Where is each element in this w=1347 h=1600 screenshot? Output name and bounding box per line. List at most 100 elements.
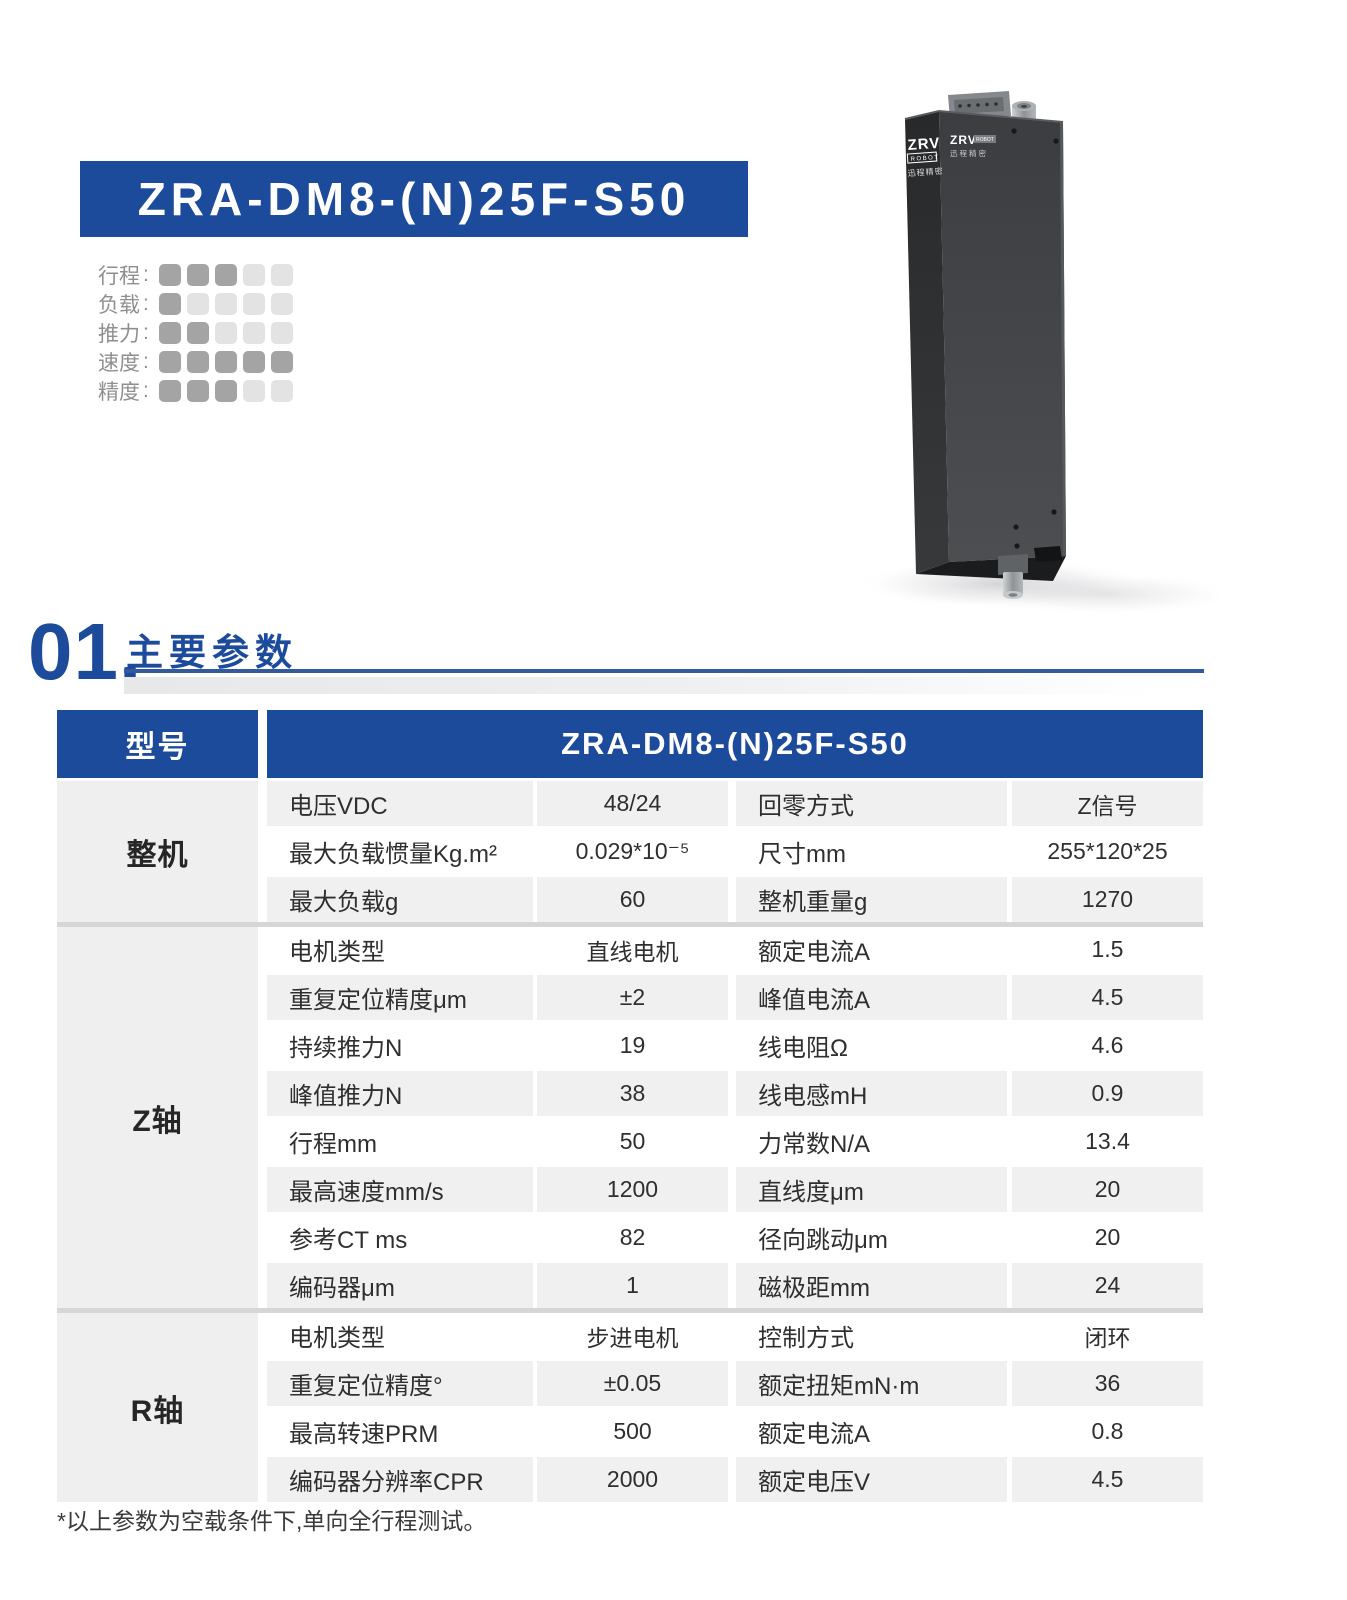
spec-value-cell: 步进电机 xyxy=(537,1313,728,1358)
spec-value-cell: 2000 xyxy=(537,1457,728,1502)
rating-colon: : xyxy=(143,321,149,344)
table-row: 最大负载g 60 整机重量g 1270 xyxy=(267,877,1203,922)
spec-param-cell: 额定扭矩mN·m xyxy=(736,1361,1007,1406)
rating-square-filled xyxy=(158,380,181,402)
section-underline-shadow xyxy=(124,677,1345,694)
footnote: *以上参数为空载条件下,单向全行程测试。 xyxy=(57,1508,487,1534)
rating-square-filled xyxy=(270,351,293,373)
spec-param-cell: 行程mm xyxy=(267,1119,533,1164)
rating-square-empty xyxy=(270,322,293,344)
section-divider xyxy=(57,1308,1203,1313)
table-row: 重复定位精度° ±0.05 额定扭矩mN·m 36 xyxy=(267,1361,1203,1406)
spec-param-cell: 重复定位精度μm xyxy=(267,975,533,1020)
table-section-z-axis: Z轴 电机类型 直线电机 额定电流A 1.5 重复定位精度μm ±2 峰值电流A… xyxy=(57,927,1203,1308)
rating-square-empty xyxy=(186,293,209,315)
product-title: ZRA-DM8-(N)25F-S50 xyxy=(137,173,691,225)
spec-value-cell: ±0.05 xyxy=(537,1361,728,1406)
spec-value-cell: 60 xyxy=(537,877,728,922)
spec-param-cell: 磁极距mm xyxy=(736,1263,1007,1308)
section-divider xyxy=(57,922,1203,927)
table-row: 电机类型 直线电机 额定电流A 1.5 xyxy=(267,927,1203,972)
rating-square-filled xyxy=(158,351,181,373)
spec-group-cell: R轴 xyxy=(57,1313,258,1502)
table-row: 重复定位精度μm ±2 峰值电流A 4.5 xyxy=(267,975,1203,1020)
spec-value-cell: 4.5 xyxy=(1012,1457,1203,1502)
rating-square-filled xyxy=(158,322,181,344)
rating-square-empty xyxy=(242,264,265,286)
screw-icon xyxy=(1051,509,1057,515)
spec-value-cell: 255*120*25 xyxy=(1012,829,1203,874)
table-section-machine: 整机 电压VDC 48/24 回零方式 Z信号 最大负载惯量Kg.m² 0.02… xyxy=(57,781,1203,922)
spec-value-cell: 19 xyxy=(537,1023,728,1068)
spec-value-cell: 500 xyxy=(537,1409,728,1454)
rating-label: 精度 xyxy=(98,381,140,404)
rating-label: 负载 xyxy=(98,294,140,317)
table-row: 最高转速PRM 500 额定电流A 0.8 xyxy=(267,1409,1203,1454)
spec-param-cell: 参考CT ms xyxy=(267,1215,533,1260)
table-row: 最高速度mm/s 1200 直线度μm 20 xyxy=(267,1167,1203,1212)
section-underline xyxy=(124,669,1204,673)
spec-group-cell: 整机 xyxy=(57,781,258,922)
spec-param-cell: 力常数N/A xyxy=(736,1119,1007,1164)
rating-row-thrust: 推力: xyxy=(98,321,299,346)
spec-value-cell: Z信号 xyxy=(1012,781,1203,826)
spec-value-cell: ±2 xyxy=(537,975,728,1020)
spec-value-cell: 4.5 xyxy=(1012,975,1203,1020)
spec-value-cell: 82 xyxy=(537,1215,728,1260)
table-row: 电压VDC 48/24 回零方式 Z信号 xyxy=(267,781,1203,826)
screw-icon xyxy=(1014,543,1020,549)
table-row: 参考CT ms 82 径向跳动μm 20 xyxy=(267,1215,1203,1260)
rating-square-filled xyxy=(158,293,181,315)
rating-square-empty xyxy=(270,293,293,315)
screw-icon xyxy=(1013,524,1019,530)
spec-param-cell: 线电阻Ω xyxy=(736,1023,1007,1068)
spec-param-cell: 额定电压V xyxy=(736,1457,1007,1502)
rating-square-empty xyxy=(214,293,237,315)
rating-square-filled xyxy=(186,264,209,286)
spec-table: 型号 ZRA-DM8-(N)25F-S50 整机 电压VDC 48/24 回零方… xyxy=(57,710,1203,1502)
device-front-face xyxy=(939,111,1066,562)
spec-param-cell: 电机类型 xyxy=(267,1313,533,1358)
spec-value-cell: 20 xyxy=(1012,1215,1203,1260)
rating-square-filled xyxy=(158,264,181,286)
table-row: 编码器μm 1 磁极距mm 24 xyxy=(267,1263,1203,1308)
rating-square-filled xyxy=(214,380,237,402)
spec-param-cell: 电机类型 xyxy=(267,927,533,972)
device-bottom-face xyxy=(916,556,1066,581)
rating-square-empty xyxy=(270,380,293,402)
rating-squares xyxy=(158,322,299,344)
brand-subtext: ROBOT xyxy=(910,155,939,163)
spec-param-cell: 回零方式 xyxy=(736,781,1007,826)
rating-row-stroke: 行程: xyxy=(98,263,299,288)
rating-square-filled xyxy=(214,264,237,286)
rating-squares xyxy=(158,264,299,286)
spec-param-cell: 最高转速PRM xyxy=(267,1409,533,1454)
bottom-connector-icon xyxy=(998,546,1062,599)
table-header-row: 型号 ZRA-DM8-(N)25F-S50 xyxy=(57,710,1203,778)
spec-group-cell: Z轴 xyxy=(57,927,258,1308)
spec-value-cell: 48/24 xyxy=(537,781,728,826)
rating-squares xyxy=(158,380,299,402)
rating-panel: 行程: 负载: 推力: 速度: 精度: xyxy=(98,263,299,409)
rating-square-filled xyxy=(186,322,209,344)
rating-squares xyxy=(158,351,299,373)
rating-colon: : xyxy=(143,292,149,315)
spec-param-cell: 径向跳动μm xyxy=(736,1215,1007,1260)
device-shadow xyxy=(978,572,1220,616)
spec-value-cell: 24 xyxy=(1012,1263,1203,1308)
rating-label: 速度 xyxy=(98,352,140,375)
spec-param-cell: 编码器分辨率CPR xyxy=(267,1457,533,1502)
product-title-banner: ZRA-DM8-(N)25F-S50 xyxy=(80,161,748,237)
rating-square-filled xyxy=(242,351,265,373)
spec-param-cell: 额定电流A xyxy=(736,1409,1007,1454)
spec-value-cell: 1200 xyxy=(537,1167,728,1212)
spec-param-cell: 最高速度mm/s xyxy=(267,1167,533,1212)
section-number: 01. xyxy=(28,607,143,696)
spec-value-cell: 50 xyxy=(537,1119,728,1164)
device-side-face xyxy=(905,111,949,574)
spec-value-cell: 闭环 xyxy=(1012,1313,1203,1358)
brand-text: ZRV xyxy=(907,135,941,154)
device-edge-highlight xyxy=(1060,122,1066,556)
spec-value-cell: 20 xyxy=(1012,1167,1203,1212)
